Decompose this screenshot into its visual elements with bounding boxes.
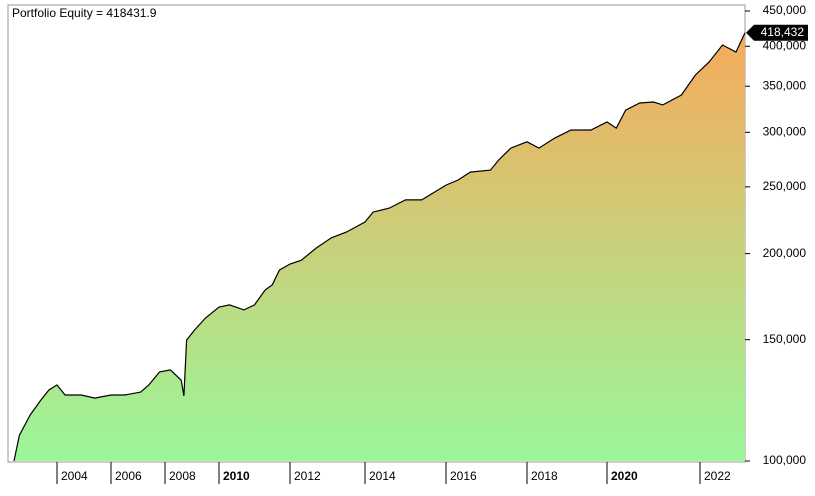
- x-tick-label: 2014: [369, 469, 396, 483]
- x-tick-label: 2010: [223, 469, 250, 483]
- y-tick-label: 400,000: [763, 38, 807, 52]
- x-tick-label: 2020: [611, 469, 638, 483]
- chart-title: Portfolio Equity = 418431.9: [12, 6, 157, 20]
- y-tick-label: 350,000: [763, 78, 807, 92]
- x-tick-label: 2008: [169, 469, 196, 483]
- end-marker: [746, 24, 808, 41]
- y-tick-label: 200,000: [763, 246, 807, 260]
- x-tick-label: 2006: [115, 469, 142, 483]
- y-tick-label: 250,000: [763, 179, 807, 193]
- x-tick-label: 2004: [61, 469, 88, 483]
- x-tick-label: 2022: [704, 469, 731, 483]
- x-tick-label: 2012: [294, 469, 321, 483]
- x-tick-label: 2016: [450, 469, 477, 483]
- equity-line: [13, 32, 746, 462]
- end-marker-label: 418,432: [761, 25, 805, 39]
- y-tick-label: 300,000: [763, 124, 807, 138]
- x-tick-label: 2018: [531, 469, 558, 483]
- equity-area: [14, 32, 745, 462]
- y-tick-label: 150,000: [763, 332, 807, 346]
- y-tick-label: 100,000: [763, 453, 807, 467]
- y-tick-label: 450,000: [763, 3, 807, 17]
